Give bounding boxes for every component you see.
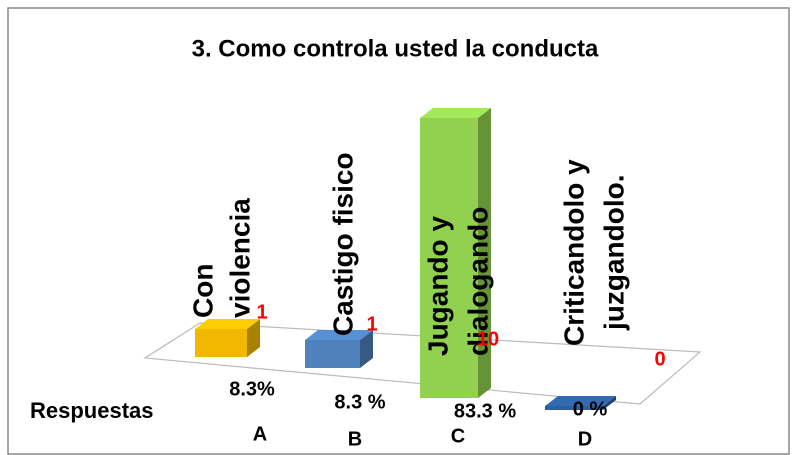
bar — [305, 340, 360, 368]
bar-side — [603, 396, 616, 410]
bar-top — [420, 108, 491, 118]
percent-label: 83.3 % — [454, 400, 516, 422]
bar-top — [305, 330, 373, 340]
chart-border — [7, 7, 790, 455]
x-tick-label: D — [578, 428, 592, 450]
x-tick-label: A — [253, 423, 267, 445]
percent-label: 8.3 % — [334, 391, 385, 413]
category-description: dialogando — [462, 207, 493, 356]
chart-title: 3. Como controla usted la conducta — [192, 35, 599, 62]
category-description: violencia — [224, 198, 255, 318]
bar-top — [545, 396, 616, 406]
category-description: Castigo fisico — [327, 152, 358, 336]
bar — [545, 406, 603, 410]
percent-label: 8.3% — [229, 378, 275, 400]
value-label: 1 — [256, 301, 267, 323]
bar — [195, 329, 247, 357]
category-description: juzgandolo. — [598, 174, 629, 331]
percent-label: 0 % — [573, 398, 608, 420]
x-tick-label: C — [451, 425, 465, 447]
bar-side — [360, 330, 373, 368]
x-tick-label: B — [348, 428, 362, 450]
axis-label: Respuestas — [30, 398, 154, 423]
bar-side — [478, 108, 491, 398]
category-description: Criticandolo y — [558, 159, 589, 346]
value-label: 1 — [366, 313, 377, 335]
category-description: Con — [187, 264, 218, 318]
bar-side — [247, 319, 260, 357]
bar-top — [195, 319, 260, 329]
category-description: Jugando y — [422, 216, 453, 356]
value-label: 10 — [477, 328, 499, 350]
value-label: 0 — [654, 348, 665, 370]
bar — [420, 118, 478, 398]
